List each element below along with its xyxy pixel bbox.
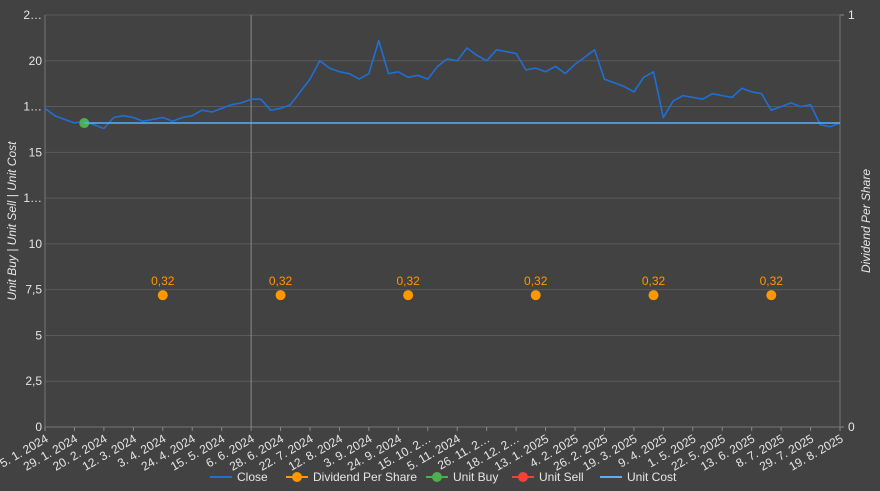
series-line [44, 39, 841, 130]
data-label: 0,32 [642, 274, 666, 288]
legend-label: Close [237, 470, 268, 484]
legend-marker [432, 472, 442, 482]
y-tick-label: 0 [35, 420, 42, 434]
data-point [157, 290, 168, 301]
data-point [766, 290, 777, 301]
y-tick-label: 15 [29, 145, 43, 159]
y-tick-label: 10 [29, 237, 43, 251]
y2-axis-title: Dividend Per Share [859, 169, 873, 273]
y-tick-label: 20 [29, 54, 43, 68]
y-tick-label: 1… [23, 100, 42, 114]
data-point [530, 290, 541, 301]
y2-tick-label: 1 [848, 8, 855, 22]
data-point [275, 290, 286, 301]
y-tick-label: 7,5 [25, 283, 42, 297]
legend-label: Unit Buy [453, 470, 498, 484]
y-tick-label: 5 [35, 328, 42, 342]
data-point [403, 290, 414, 301]
data-label: 0,32 [524, 274, 548, 288]
y-axis-title: Unit Buy | Unit Sell | Unit Cost [5, 141, 19, 301]
legend-label: Dividend Per Share [313, 470, 417, 484]
y-tick-label: 2… [23, 8, 42, 22]
data-label: 0,32 [760, 274, 784, 288]
legend-marker [518, 472, 528, 482]
data-point [648, 290, 659, 301]
y2-tick-label: 0 [848, 420, 855, 434]
data-label: 0,32 [151, 274, 175, 288]
data-point [79, 118, 90, 129]
data-label: 0,32 [269, 274, 293, 288]
data-label: 0,32 [396, 274, 420, 288]
legend-label: Unit Cost [627, 470, 677, 484]
y-tick-label: 1… [23, 191, 42, 205]
legend-label: Unit Sell [539, 470, 584, 484]
legend-marker [292, 472, 302, 482]
y-tick-label: 2,5 [25, 374, 42, 388]
